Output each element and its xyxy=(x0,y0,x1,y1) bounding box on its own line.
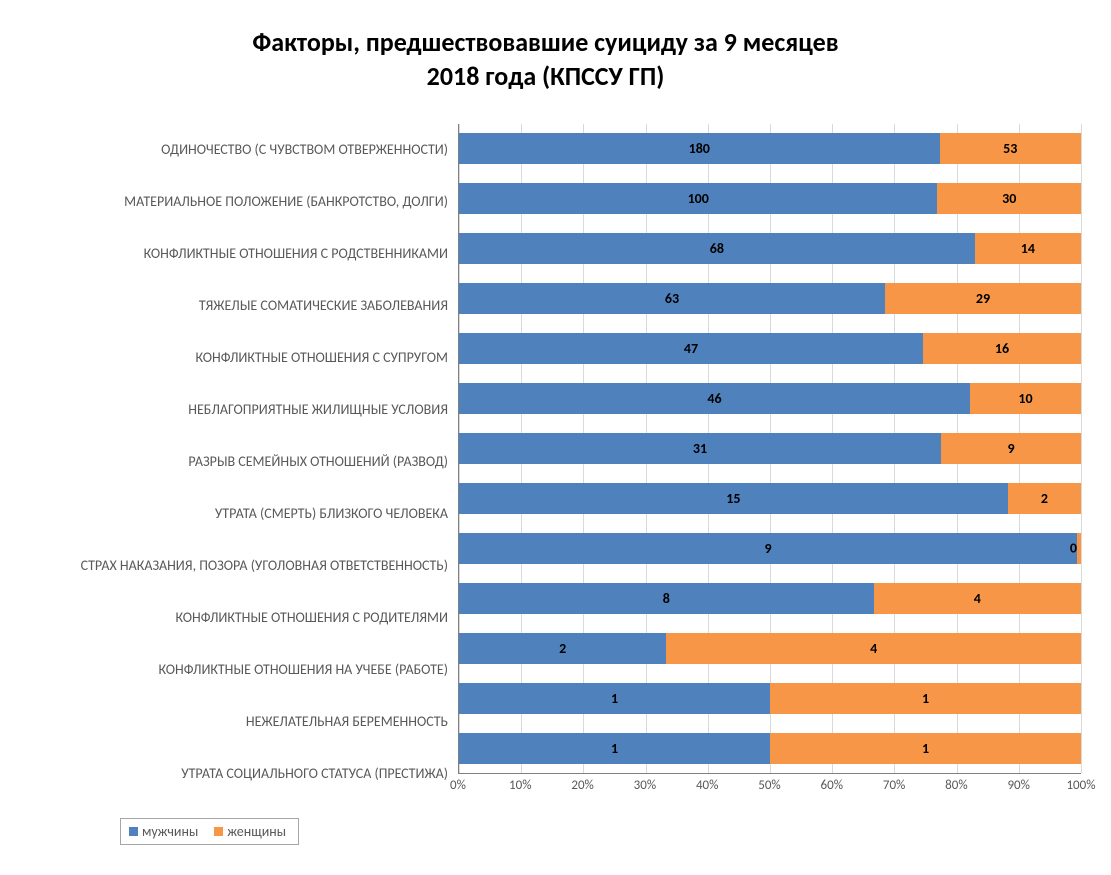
bar-slot: 24 xyxy=(459,623,1081,673)
y-axis-label: ОДИНОЧЕСТВО (С ЧУВСТВОМ ОТВЕРЖЕННОСТИ) xyxy=(10,124,448,176)
bar-seg-women: 2 xyxy=(1008,483,1081,514)
stacked-bar: 152 xyxy=(459,483,1081,514)
bar-slot: 84 xyxy=(459,573,1081,623)
bar-seg-men: 1 xyxy=(459,683,770,714)
stacked-bar: 319 xyxy=(459,433,1081,464)
stacked-bar: 10030 xyxy=(459,183,1081,214)
y-axis-label: РАЗРЫВ СЕМЕЙНЫХ ОТНОШЕНИЙ (РАЗВОД) xyxy=(10,436,448,488)
stacked-bar: 90 xyxy=(459,533,1081,564)
bar-seg-men: 100 xyxy=(459,183,937,214)
x-axis-tick: 30% xyxy=(634,778,656,793)
x-axis-tick: 40% xyxy=(696,778,718,793)
x-axis-tick: 0% xyxy=(450,778,466,793)
y-axis-label: КОНФЛИКТНЫЕ ОТНОШЕНИЯ С РОДИТЕЛЯМИ xyxy=(10,592,448,644)
y-axis-label: УТРАТА СОЦИАЛЬНОГО СТАТУСА (ПРЕСТИЖА) xyxy=(10,748,448,800)
y-axis-label: НЕЖЕЛАТЕЛЬНАЯ БЕРЕМЕННОСТЬ xyxy=(10,696,448,748)
stacked-bar: 11 xyxy=(459,683,1081,714)
bar-seg-women: 1 xyxy=(770,733,1081,764)
y-axis-label: СТРАХ НАКАЗАНИЯ, ПОЗОРА (УГОЛОВНАЯ ОТВЕТ… xyxy=(10,540,448,592)
bar-seg-men: 31 xyxy=(459,433,941,464)
bar-seg-men: 180 xyxy=(459,133,940,164)
bar-slot: 6329 xyxy=(459,273,1081,323)
bar-seg-women: 30 xyxy=(937,183,1081,214)
bar-seg-men: 46 xyxy=(459,383,970,414)
bar-slot: 11 xyxy=(459,673,1081,723)
bar-slot: 319 xyxy=(459,423,1081,473)
x-axis-tick: 60% xyxy=(821,778,843,793)
x-axis-tick: 10% xyxy=(509,778,531,793)
stacked-bar: 6814 xyxy=(459,233,1081,264)
bar-seg-men: 9 xyxy=(459,533,1077,564)
bar-seg-women: 0 xyxy=(1077,533,1081,564)
chart-footer: мужчины женщины xyxy=(10,818,1081,845)
stacked-bar: 4610 xyxy=(459,383,1081,414)
x-axis-tick: 100% xyxy=(1066,778,1095,793)
stacked-bar: 84 xyxy=(459,583,1081,614)
bar-seg-women: 16 xyxy=(923,333,1081,364)
bar-slot: 18053 xyxy=(459,124,1081,174)
legend-swatch xyxy=(214,827,223,836)
x-axis-tick: 70% xyxy=(883,778,905,793)
bar-seg-men: 63 xyxy=(459,283,885,314)
plot-area: 1111248490152319461047166329681410030180… xyxy=(458,124,1081,774)
bar-slot: 4610 xyxy=(459,373,1081,423)
legend-label: женщины xyxy=(227,823,286,840)
legend-item: мужчины xyxy=(129,823,198,840)
bar-seg-women: 29 xyxy=(885,283,1081,314)
x-axis-tick: 80% xyxy=(945,778,967,793)
bar-seg-men: 2 xyxy=(459,633,666,664)
legend-label: мужчины xyxy=(142,823,198,840)
bar-slot: 6814 xyxy=(459,224,1081,274)
stacked-bar: 6329 xyxy=(459,283,1081,314)
y-axis-label: КОНФЛИКТНЫЕ ОТНОШЕНИЯ С СУПРУГОМ xyxy=(10,332,448,384)
bar-seg-men: 47 xyxy=(459,333,923,364)
y-axis-label: КОНФЛИКТНЫЕ ОТНОШЕНИЯ С РОДСТВЕННИКАМИ xyxy=(10,228,448,280)
y-axis-label: УТРАТА (СМЕРТЬ) БЛИЗКОГО ЧЕЛОВЕКА xyxy=(10,488,448,540)
y-axis-label: МАТЕРИАЛЬНОЕ ПОЛОЖЕНИЕ (БАНКРОТСТВО, ДОЛ… xyxy=(10,176,448,228)
bar-slot: 4716 xyxy=(459,323,1081,373)
y-axis-label: КОНФЛИКТНЫЕ ОТНОШЕНИЯ НА УЧЕБЕ (РАБОТЕ) xyxy=(10,644,448,696)
bar-slot: 90 xyxy=(459,523,1081,573)
bar-seg-women: 1 xyxy=(770,683,1081,714)
bar-seg-men: 68 xyxy=(459,233,975,264)
bar-seg-men: 15 xyxy=(459,483,1008,514)
bar-slot: 10030 xyxy=(459,174,1081,224)
bar-seg-women: 14 xyxy=(975,233,1081,264)
stacked-bar: 18053 xyxy=(459,133,1081,164)
y-axis-label: ТЯЖЕЛЫЕ СОМАТИЧЕСКИЕ ЗАБОЛЕВАНИЯ xyxy=(10,280,448,332)
chart-body: УТРАТА СОЦИАЛЬНОГО СТАТУСА (ПРЕСТИЖА)НЕЖ… xyxy=(10,124,1081,800)
legend-swatch xyxy=(129,827,138,836)
bar-slot: 152 xyxy=(459,473,1081,523)
bar-seg-women: 10 xyxy=(970,383,1081,414)
bar-seg-women: 53 xyxy=(940,133,1081,164)
stacked-bar: 4716 xyxy=(459,333,1081,364)
bar-seg-women: 4 xyxy=(666,633,1081,664)
x-axis-tick: 20% xyxy=(571,778,593,793)
x-axis-tick: 90% xyxy=(1007,778,1029,793)
y-axis-label: НЕБЛАГОПРИЯТНЫЕ ЖИЛИЩНЫЕ УСЛОВИЯ xyxy=(10,384,448,436)
bars-layer: 1111248490152319461047166329681410030180… xyxy=(459,124,1081,773)
stacked-bar: 24 xyxy=(459,633,1081,664)
bar-seg-men: 1 xyxy=(459,733,770,764)
legend: мужчины женщины xyxy=(120,818,299,845)
bar-seg-women: 4 xyxy=(874,583,1081,614)
chart-container: Факторы, предшествовавшие суициду за 9 м… xyxy=(0,0,1111,875)
y-axis-labels: УТРАТА СОЦИАЛЬНОГО СТАТУСА (ПРЕСТИЖА)НЕЖ… xyxy=(10,124,458,800)
plot-wrap: 1111248490152319461047166329681410030180… xyxy=(458,124,1081,800)
legend-item: женщины xyxy=(214,823,286,840)
stacked-bar: 11 xyxy=(459,733,1081,764)
bar-seg-men: 8 xyxy=(459,583,874,614)
x-axis-tick: 50% xyxy=(758,778,780,793)
x-axis: 0%10%20%30%40%50%60%70%80%90%100% xyxy=(458,776,1081,800)
bar-slot: 11 xyxy=(459,723,1081,773)
bar-seg-women: 9 xyxy=(941,433,1081,464)
chart-title: Факторы, предшествовавшие суициду за 9 м… xyxy=(64,26,1028,94)
